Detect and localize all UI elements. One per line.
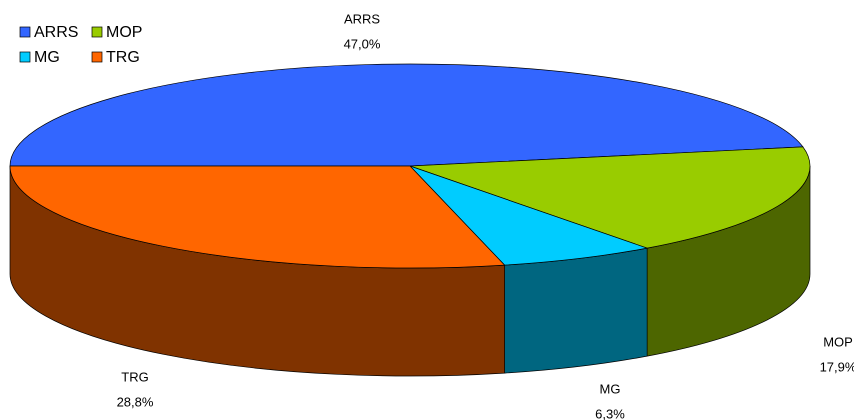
legend-swatch xyxy=(19,51,31,63)
slice-label: TRG xyxy=(121,369,148,384)
legend-swatch xyxy=(91,51,103,63)
slice-value-label: 47,0% xyxy=(344,36,381,51)
slice-label: MOP xyxy=(823,334,853,349)
slice-value-label: 6,3% xyxy=(595,406,625,420)
legend-label: MOP xyxy=(106,24,142,41)
pie-slice xyxy=(9,63,804,167)
legend-label: TRG xyxy=(106,49,140,66)
slice-label: ARRS xyxy=(344,11,380,26)
pie-slice xyxy=(409,165,649,266)
slice-label: MG xyxy=(600,381,621,396)
pie-slice xyxy=(409,146,811,249)
legend-swatch xyxy=(91,26,103,38)
pie-slice xyxy=(9,165,506,269)
legend-swatch xyxy=(19,26,31,38)
slice-value-label: 28,8% xyxy=(117,394,154,409)
legend-label: MG xyxy=(34,49,60,66)
slice-value-label: 17,9% xyxy=(820,359,854,374)
pie-side xyxy=(504,247,648,374)
legend-label: ARRS xyxy=(34,24,78,41)
